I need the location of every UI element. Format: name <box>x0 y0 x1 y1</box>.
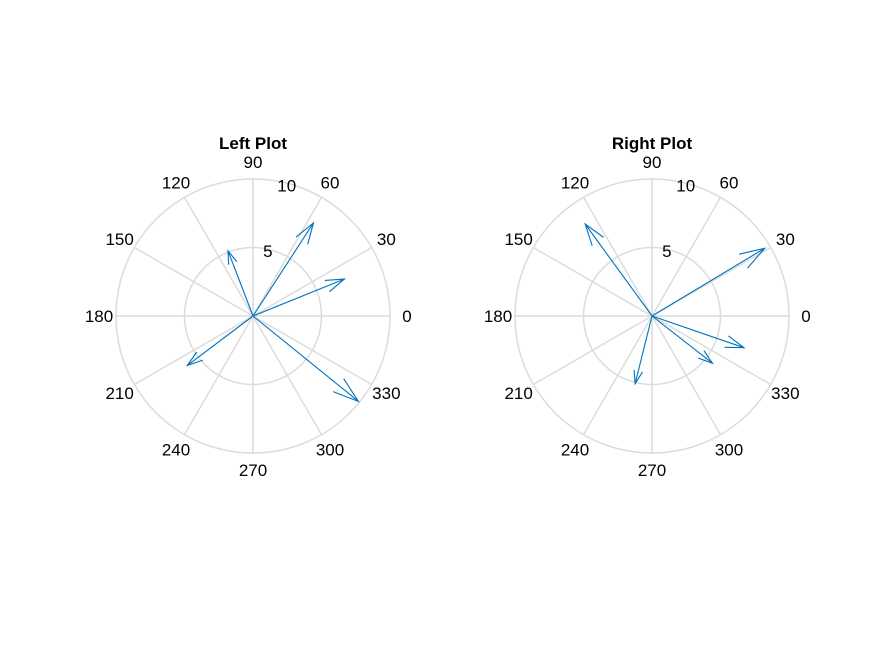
arrow-shaft <box>651 247 766 317</box>
arrow-shaft <box>651 315 745 349</box>
arrow-head <box>332 378 360 403</box>
arrow-shaft <box>252 315 359 402</box>
r-tick-label: 5 <box>263 242 272 261</box>
theta-tick-label: 330 <box>372 384 400 403</box>
arrow-head <box>724 335 746 349</box>
theta-tick-label: 120 <box>162 174 190 193</box>
theta-tick-label: 30 <box>776 230 795 249</box>
theta-tick-label: 150 <box>105 230 133 249</box>
theta-tick-label: 120 <box>561 174 589 193</box>
theta-gridline-150 <box>133 246 254 317</box>
theta-gridline-120 <box>582 196 653 317</box>
theta-tick-label: 270 <box>638 461 666 480</box>
theta-tick-label: 90 <box>643 153 662 172</box>
arrow-head <box>295 221 315 245</box>
theta-tick-label: 90 <box>244 153 263 172</box>
compass-arrow <box>185 315 254 367</box>
theta-tick-label: 210 <box>504 384 532 403</box>
compass-arrow <box>651 315 714 365</box>
theta-tick-label: 210 <box>105 384 133 403</box>
arrow-shaft <box>187 315 254 366</box>
compass-arrow <box>651 315 746 349</box>
theta-tick-label: 60 <box>720 174 739 193</box>
theta-tick-label: 60 <box>321 174 340 193</box>
theta-gridline-330 <box>651 315 772 386</box>
r-tick-label: 10 <box>676 176 695 195</box>
theta-gridline-330 <box>252 315 373 386</box>
arrow-shaft <box>227 250 254 317</box>
compass-arrow <box>651 247 767 317</box>
theta-gridline-60 <box>651 196 722 317</box>
compass-arrow <box>252 278 347 317</box>
arrow-shaft <box>584 223 653 317</box>
arrow-head <box>633 369 643 386</box>
left-compass-plot: Left Plot 0 30 60 90 120 150 180 210 240 270 300 33… <box>85 134 412 480</box>
theta-tick-label: 180 <box>484 307 512 326</box>
arrow-shaft <box>252 222 314 317</box>
arrow-head <box>738 247 767 269</box>
arrow-shaft <box>634 315 653 384</box>
r-tick-label: 5 <box>662 242 671 261</box>
r-tick-label: 10 <box>277 176 296 195</box>
theta-gridline-120 <box>183 196 254 317</box>
right-plot-title: Right Plot <box>612 134 693 153</box>
arrow-head <box>324 278 347 293</box>
theta-gridline-210 <box>133 315 254 386</box>
theta-tick-label: 330 <box>771 384 799 403</box>
compass-arrow <box>252 221 315 317</box>
theta-tick-label: 240 <box>162 440 190 459</box>
theta-gridline-210 <box>532 315 653 386</box>
right-polar-grid <box>514 178 790 454</box>
theta-tick-label: 300 <box>316 440 344 459</box>
theta-tick-label: 270 <box>239 461 267 480</box>
left-plot-title: Left Plot <box>219 134 287 153</box>
compass-arrow <box>584 222 653 317</box>
theta-tick-label: 150 <box>504 230 532 249</box>
arrow-head <box>584 222 604 246</box>
arrow-shaft <box>252 278 345 317</box>
theta-tick-label: 30 <box>377 230 396 249</box>
theta-tick-label: 300 <box>715 440 743 459</box>
theta-gridline-300 <box>651 315 722 436</box>
arrow-head <box>185 351 204 367</box>
theta-tick-label: 240 <box>561 440 589 459</box>
compass-arrow <box>252 315 360 403</box>
theta-gridline-150 <box>532 246 653 317</box>
arrow-shaft <box>651 315 713 364</box>
right-compass-plot: Right Plot 0 30 60 90 120 150 180 210 240 270 300 3… <box>484 134 811 480</box>
arrow-head <box>227 249 238 265</box>
arrow-head <box>697 350 714 365</box>
theta-gridline-240 <box>582 315 653 436</box>
theta-tick-label: 0 <box>402 307 411 326</box>
left-polar-grid <box>115 178 391 454</box>
theta-tick-label: 0 <box>801 307 810 326</box>
theta-gridline-300 <box>252 315 323 436</box>
theta-gridline-60 <box>252 196 323 317</box>
compass-arrow <box>227 249 254 317</box>
theta-tick-label: 180 <box>85 307 113 326</box>
theta-gridline-240 <box>183 315 254 436</box>
compass-arrow <box>633 315 653 386</box>
theta-gridline-30 <box>252 246 373 317</box>
